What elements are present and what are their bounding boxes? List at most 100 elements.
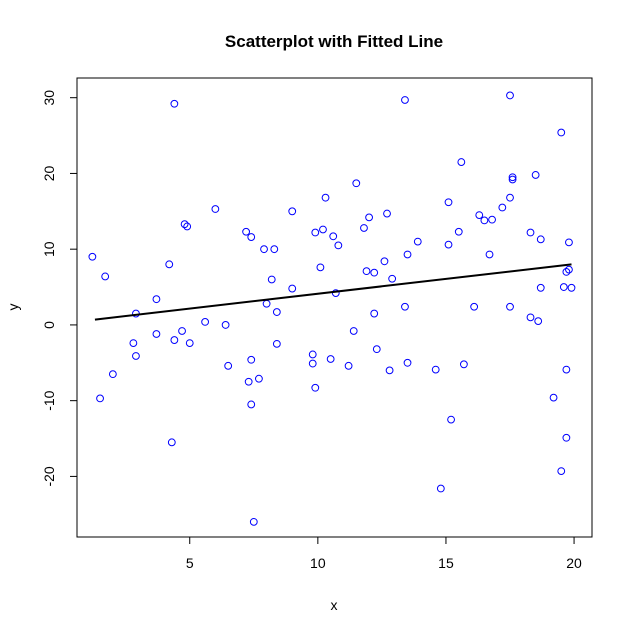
data-point xyxy=(498,203,507,212)
data-point xyxy=(431,365,440,374)
data-point xyxy=(129,339,138,347)
data-point xyxy=(319,225,327,234)
data-point xyxy=(480,216,489,225)
data-point xyxy=(536,283,545,292)
data-point xyxy=(180,220,189,229)
data-point xyxy=(255,374,263,383)
plot-frame xyxy=(76,77,593,538)
data-point xyxy=(380,257,389,266)
data-point xyxy=(457,158,466,166)
data-point xyxy=(152,330,161,338)
data-point xyxy=(288,207,297,216)
data-point xyxy=(562,268,571,276)
data-point xyxy=(372,345,381,354)
data-point xyxy=(308,359,317,368)
data-point xyxy=(444,198,453,207)
y-tick-label: 0 xyxy=(41,321,57,329)
data-point xyxy=(311,383,320,392)
x-tick-label: 5 xyxy=(186,555,194,571)
data-point xyxy=(360,224,368,232)
y-axis-label: y xyxy=(5,304,21,311)
data-point xyxy=(183,222,192,231)
data-point xyxy=(178,327,186,335)
data-point xyxy=(444,240,453,249)
data-point xyxy=(370,268,379,277)
data-point xyxy=(365,213,373,222)
data-point xyxy=(311,228,320,237)
x-axis: 5 10 15 20 xyxy=(186,536,582,571)
data-point xyxy=(170,336,179,344)
data-point xyxy=(267,275,276,284)
data-point xyxy=(247,233,256,241)
data-point xyxy=(316,263,325,272)
data-point xyxy=(260,245,268,254)
data-point xyxy=(383,209,391,218)
y-axis: -20 -10 0 10 20 30 xyxy=(41,90,78,487)
fitted-line xyxy=(94,263,572,321)
data-point xyxy=(270,245,279,254)
data-point xyxy=(562,365,571,374)
data-point xyxy=(224,361,233,370)
data-point xyxy=(370,309,379,318)
data-point xyxy=(436,484,445,493)
data-point xyxy=(242,227,251,236)
x-tick-label: 15 xyxy=(438,555,454,571)
data-point xyxy=(562,433,571,442)
data-point xyxy=(403,358,412,367)
data-point xyxy=(108,370,117,379)
data-point xyxy=(288,284,297,293)
data-point xyxy=(488,215,496,224)
data-point xyxy=(403,250,412,259)
data-point xyxy=(132,352,140,360)
data-point xyxy=(454,227,463,236)
data-point xyxy=(201,317,210,326)
data-point xyxy=(244,377,253,386)
data-point xyxy=(272,308,281,316)
data-point xyxy=(249,517,258,526)
data-point xyxy=(329,232,338,241)
data-point xyxy=(526,228,535,237)
data-point xyxy=(549,393,558,402)
data-point xyxy=(567,283,576,292)
data-point xyxy=(557,467,566,476)
data-point xyxy=(96,394,104,403)
data-point xyxy=(308,350,317,359)
data-point xyxy=(344,361,353,370)
data-point xyxy=(352,179,361,188)
data-point xyxy=(565,265,573,274)
data-point xyxy=(447,415,455,424)
data-point xyxy=(475,211,484,219)
data-point xyxy=(401,96,409,104)
y-tick-label: -20 xyxy=(41,466,57,486)
data-point xyxy=(506,302,514,311)
data-point xyxy=(362,267,371,276)
data-point xyxy=(536,235,545,244)
data-point xyxy=(388,274,397,283)
data-point xyxy=(321,193,330,202)
data-point xyxy=(557,128,566,137)
data-point xyxy=(531,171,540,179)
data-point xyxy=(506,91,514,100)
chart-title: Scatterplot with Fitted Line xyxy=(225,32,443,51)
data-point xyxy=(211,205,220,213)
scatter-points xyxy=(88,91,576,526)
data-point xyxy=(326,355,335,363)
x-axis-label: x xyxy=(331,597,338,613)
data-point xyxy=(152,295,161,304)
data-point xyxy=(247,355,256,364)
data-point xyxy=(170,99,179,108)
data-point xyxy=(262,299,271,308)
data-point xyxy=(565,238,573,247)
data-point xyxy=(221,321,230,329)
data-point xyxy=(413,237,422,246)
data-point xyxy=(459,360,468,369)
x-tick-label: 20 xyxy=(566,555,582,571)
fitted-line-layer xyxy=(94,263,572,321)
data-point xyxy=(559,283,568,291)
data-point xyxy=(185,339,194,347)
data-point xyxy=(508,173,517,182)
data-point xyxy=(167,438,176,447)
data-point xyxy=(506,193,514,202)
data-point xyxy=(272,339,281,348)
